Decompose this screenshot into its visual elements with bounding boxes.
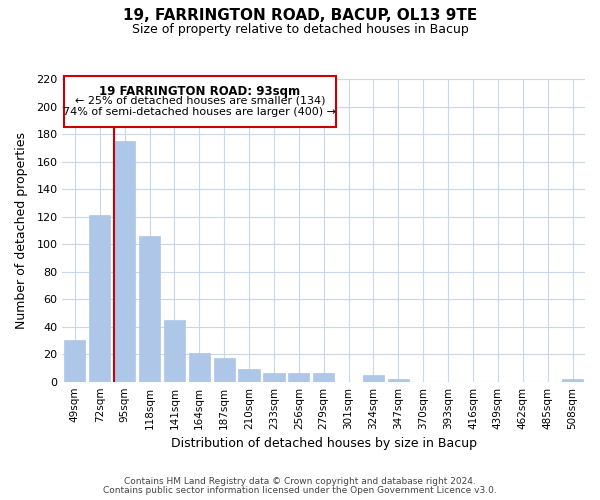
Bar [363, 375, 384, 382]
Bar [189, 353, 210, 382]
Bar [164, 320, 185, 382]
Text: 19 FARRINGTON ROAD: 93sqm: 19 FARRINGTON ROAD: 93sqm [100, 84, 301, 98]
X-axis label: Distribution of detached houses by size in Bacup: Distribution of detached houses by size … [171, 437, 477, 450]
Bar [214, 358, 235, 382]
Bar [238, 370, 260, 382]
Bar [263, 374, 284, 382]
Bar [313, 374, 334, 382]
Text: 19, FARRINGTON ROAD, BACUP, OL13 9TE: 19, FARRINGTON ROAD, BACUP, OL13 9TE [123, 8, 477, 22]
Y-axis label: Number of detached properties: Number of detached properties [15, 132, 28, 329]
Bar [139, 236, 160, 382]
Text: Contains HM Land Registry data © Crown copyright and database right 2024.: Contains HM Land Registry data © Crown c… [124, 477, 476, 486]
Bar [64, 340, 85, 382]
FancyBboxPatch shape [64, 76, 336, 127]
Text: Size of property relative to detached houses in Bacup: Size of property relative to detached ho… [131, 22, 469, 36]
Text: Contains public sector information licensed under the Open Government Licence v3: Contains public sector information licen… [103, 486, 497, 495]
Bar [288, 374, 310, 382]
Bar [114, 141, 135, 382]
Text: ← 25% of detached houses are smaller (134): ← 25% of detached houses are smaller (13… [74, 96, 325, 106]
Bar [388, 379, 409, 382]
Bar [89, 215, 110, 382]
Text: 74% of semi-detached houses are larger (400) →: 74% of semi-detached houses are larger (… [64, 106, 337, 117]
Bar [562, 379, 583, 382]
